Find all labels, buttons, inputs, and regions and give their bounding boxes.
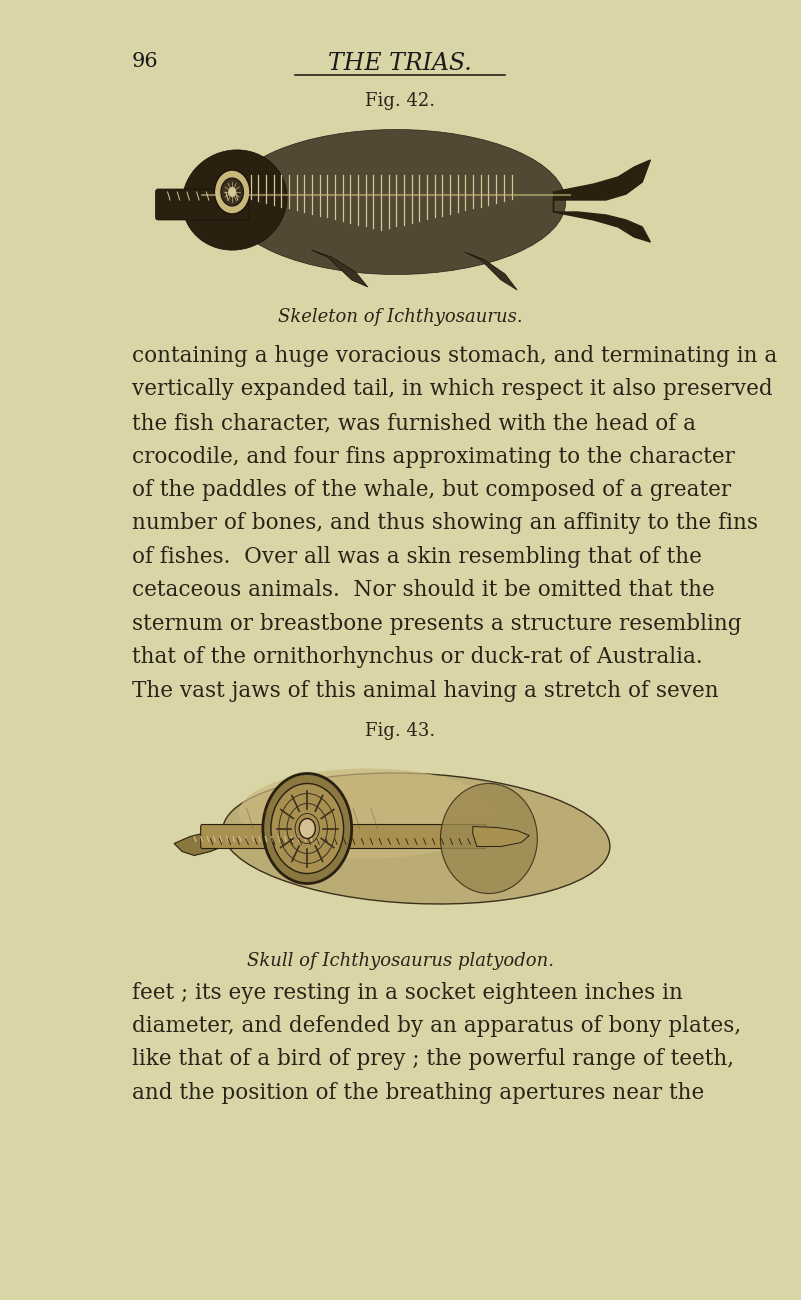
Text: Skeleton of Ichthyosaurus.: Skeleton of Ichthyosaurus. xyxy=(278,308,522,326)
Text: sternum or breastbone presents a structure resembling: sternum or breastbone presents a structu… xyxy=(59,614,669,634)
Polygon shape xyxy=(553,160,650,242)
Text: of fishes.  Over all was a skin resembling that of the: of fishes. Over all was a skin resemblin… xyxy=(132,546,702,568)
Ellipse shape xyxy=(182,150,287,250)
FancyBboxPatch shape xyxy=(154,112,630,296)
Text: and the position of the breathing apertures near the: and the position of the breathing apertu… xyxy=(132,1082,704,1104)
FancyBboxPatch shape xyxy=(182,744,610,944)
Ellipse shape xyxy=(441,784,537,893)
Text: like that of a bird of prey ; the powerful range of teeth,: like that of a bird of prey ; the powerf… xyxy=(132,1049,734,1070)
Text: number of bones, and thus showing an affinity to the fins: number of bones, and thus showing an aff… xyxy=(43,512,669,534)
Text: diameter, and defended by an apparatus of bony plates,: diameter, and defended by an apparatus o… xyxy=(132,1015,741,1037)
Text: cetaceous animals.  Nor should it be omitted that the: cetaceous animals. Nor should it be omit… xyxy=(87,580,669,602)
Ellipse shape xyxy=(239,768,497,858)
Polygon shape xyxy=(174,828,247,855)
Text: of the paddles of the whale, but composed of a greater: of the paddles of the whale, but compose… xyxy=(132,478,731,500)
Polygon shape xyxy=(473,827,529,846)
Text: crocodile, and four fins approximating to the character: crocodile, and four fins approximating t… xyxy=(66,446,669,468)
Text: crocodile, and four fins approximating to the character: crocodile, and four fins approximating t… xyxy=(132,446,735,468)
Text: 96: 96 xyxy=(132,52,159,72)
Text: vertically expanded tail, in which respect it also preserved: vertically expanded tail, in which respe… xyxy=(28,378,669,400)
Text: the fish character, was furnished with the head of a: the fish character, was furnished with t… xyxy=(105,412,669,434)
Circle shape xyxy=(271,784,344,874)
Text: Skull of Ichthyosaurus platyodon.: Skull of Ichthyosaurus platyodon. xyxy=(247,952,553,970)
Text: containing a huge voracious stomach, and terminating in a: containing a huge voracious stomach, and… xyxy=(132,344,777,367)
Text: that of the ornithorhynchus or duck-rat of Australia.: that of the ornithorhynchus or duck-rat … xyxy=(99,646,669,668)
Text: the fish character, was furnished with the head of a: the fish character, was furnished with t… xyxy=(132,412,696,434)
Text: number of bones, and thus showing an affinity to the fins: number of bones, and thus showing an aff… xyxy=(132,512,758,534)
Text: THE TRIAS.: THE TRIAS. xyxy=(328,52,472,75)
Circle shape xyxy=(263,774,352,884)
Ellipse shape xyxy=(223,774,610,904)
FancyBboxPatch shape xyxy=(201,824,486,849)
Text: of fishes.  Over all was a skin resembling that of the: of fishes. Over all was a skin resemblin… xyxy=(99,546,669,568)
Text: of the paddles of the whale, but composed of a greater: of the paddles of the whale, but compose… xyxy=(70,478,669,500)
Circle shape xyxy=(221,178,244,205)
Text: Fig. 43.: Fig. 43. xyxy=(365,722,435,740)
Text: that of the ornithorhynchus or duck-rat of Australia.: that of the ornithorhynchus or duck-rat … xyxy=(132,646,702,668)
Ellipse shape xyxy=(227,130,566,274)
Circle shape xyxy=(300,819,316,838)
Polygon shape xyxy=(312,250,368,287)
Text: sternum or breastbone presents a structure resembling: sternum or breastbone presents a structu… xyxy=(132,614,742,634)
Circle shape xyxy=(215,170,250,214)
Text: feet ; its eye resting in a socket eighteen inches in: feet ; its eye resting in a socket eight… xyxy=(132,982,683,1004)
Text: cetaceous animals.  Nor should it be omitted that the: cetaceous animals. Nor should it be omit… xyxy=(132,580,714,602)
Polygon shape xyxy=(465,252,517,290)
Text: vertically expanded tail, in which respect it also preserved: vertically expanded tail, in which respe… xyxy=(132,378,773,400)
Text: Fig. 42.: Fig. 42. xyxy=(365,92,435,111)
FancyBboxPatch shape xyxy=(155,188,249,220)
Text: containing a huge voracious stomach, and terminating in a: containing a huge voracious stomach, and… xyxy=(24,344,669,367)
Circle shape xyxy=(228,187,236,198)
Text: The vast jaws of this animal having a stretch of seven: The vast jaws of this animal having a st… xyxy=(132,680,718,702)
